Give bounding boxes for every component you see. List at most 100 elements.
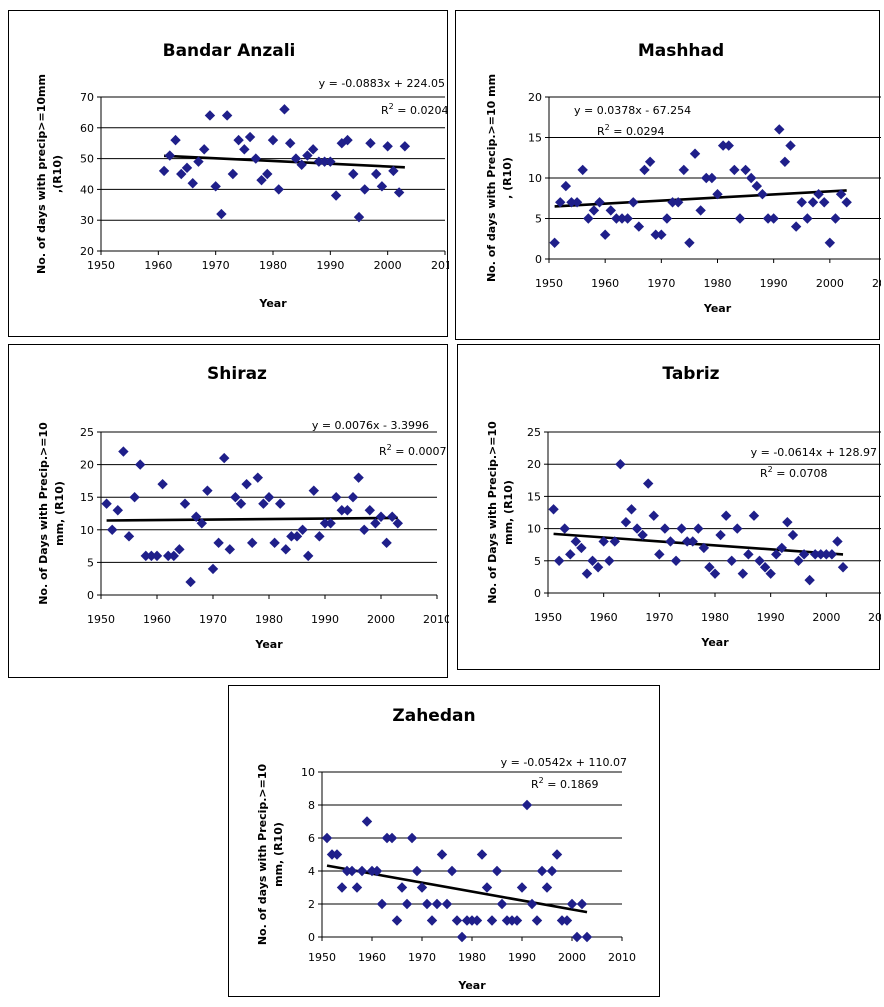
data-point <box>364 505 375 516</box>
data-point <box>587 555 598 566</box>
y-tick-label: 0 <box>535 253 542 266</box>
data-point <box>342 134 353 146</box>
x-tick-label: 1980 <box>259 259 287 272</box>
chart-panel-bandar-anzali: Bandar Anzali 20 30 40 50 60 70 1950 1960 1970 198… <box>8 10 459 337</box>
data-point <box>371 865 383 877</box>
data-point <box>207 563 219 575</box>
data-point <box>720 510 732 521</box>
trend-equation: y = 0.0076x - 3.3996 <box>312 419 429 432</box>
data-point <box>643 478 654 489</box>
data-point <box>715 529 726 541</box>
data-points <box>158 104 411 223</box>
data-point <box>250 153 261 164</box>
trend-line <box>106 516 398 522</box>
data-point <box>826 549 838 560</box>
x-tick-label: 1960 <box>590 611 618 624</box>
trend-line <box>164 154 405 169</box>
data-point <box>421 898 433 910</box>
data-point <box>748 510 760 521</box>
data-point <box>191 511 202 522</box>
data-point <box>436 849 448 860</box>
x-tick-label: 1970 <box>199 613 227 626</box>
data-point <box>670 555 682 566</box>
data-point <box>387 511 398 522</box>
r-squared-label: R2 = 0.1869 <box>531 776 598 791</box>
x-tick-label: 2010 <box>868 611 881 624</box>
data-point <box>285 138 296 149</box>
y-tick-label: 60 <box>80 122 94 135</box>
x-axis-label: Year <box>700 636 729 649</box>
data-point <box>757 189 768 200</box>
data-point <box>348 168 359 180</box>
x-tick-label: 1950 <box>87 613 115 626</box>
y-tick-label: 0 <box>308 931 315 944</box>
y-tick-label: 10 <box>527 523 541 536</box>
chart-panel-tabriz: Tabriz 0 5 10 15 20 25 1950 1960 1970 1980 1990 2000… <box>457 344 884 670</box>
data-point <box>546 865 558 877</box>
data-point <box>605 205 616 216</box>
data-point <box>743 549 754 560</box>
data-point <box>740 164 751 176</box>
chart-tabriz: Tabriz 0 5 10 15 20 25 1950 1960 1970 1980 1990 2000… <box>486 364 884 649</box>
data-point <box>551 849 563 860</box>
y-tick-label: 2 <box>308 898 315 911</box>
data-point <box>331 492 342 503</box>
y-axis-label: No. of Days with Precip.>=10 <box>37 422 50 605</box>
y-axis-label: No. of Days with Precip.>=10 <box>486 421 499 604</box>
data-point <box>129 492 140 503</box>
data-point <box>693 523 704 534</box>
data-point <box>107 524 118 535</box>
data-point <box>275 498 286 509</box>
data-point <box>426 915 438 926</box>
data-point <box>386 832 398 844</box>
data-point <box>204 110 216 121</box>
data-point <box>751 180 763 192</box>
data-point <box>347 492 359 503</box>
y-tick-label: 25 <box>527 426 541 439</box>
data-point <box>577 164 588 176</box>
data-point <box>626 504 637 515</box>
data-point <box>325 156 336 167</box>
data-point <box>135 459 146 470</box>
data-point <box>158 165 170 177</box>
x-tick-label: 1980 <box>704 277 732 290</box>
data-point <box>734 213 746 224</box>
y-tick-label: 30 <box>80 214 94 227</box>
data-point <box>252 472 263 483</box>
data-point <box>263 492 275 503</box>
x-tick-label: 2000 <box>367 613 395 626</box>
data-point <box>101 498 112 509</box>
data-point <box>689 148 701 159</box>
data-point <box>790 221 802 232</box>
x-tick-label: 2000 <box>558 951 586 964</box>
data-point <box>307 144 319 155</box>
data-point <box>256 174 267 186</box>
data-point <box>321 832 333 844</box>
data-point <box>486 915 498 926</box>
y-axis-label: mm, (R10) <box>502 480 515 545</box>
data-point <box>644 156 656 167</box>
x-tick-label: 1990 <box>757 611 785 624</box>
data-point <box>353 211 365 223</box>
data-point <box>536 865 548 877</box>
data-point <box>594 197 605 208</box>
x-tick-label: 2010 <box>423 613 449 626</box>
r-squared-label: R2 = 0.0708 <box>760 465 827 480</box>
data-point <box>330 190 342 201</box>
trend-equation: y = -0.0542x + 110.07 <box>501 756 627 769</box>
data-point <box>588 205 600 216</box>
chart-title: Tabriz <box>662 364 719 384</box>
x-tick-label: 2010 <box>431 259 449 272</box>
data-point <box>616 213 628 224</box>
data-point <box>375 511 387 522</box>
y-axis-label: No. of days with Precip.>=10 <box>256 763 269 945</box>
data-point <box>416 882 428 893</box>
data-point <box>824 237 836 248</box>
trend-line <box>553 532 844 556</box>
data-point <box>411 865 423 877</box>
x-tick-label: 1980 <box>255 613 283 626</box>
data-point <box>717 140 729 151</box>
data-point <box>140 550 151 562</box>
data-point <box>359 184 370 195</box>
y-tick-label: 6 <box>308 832 315 845</box>
